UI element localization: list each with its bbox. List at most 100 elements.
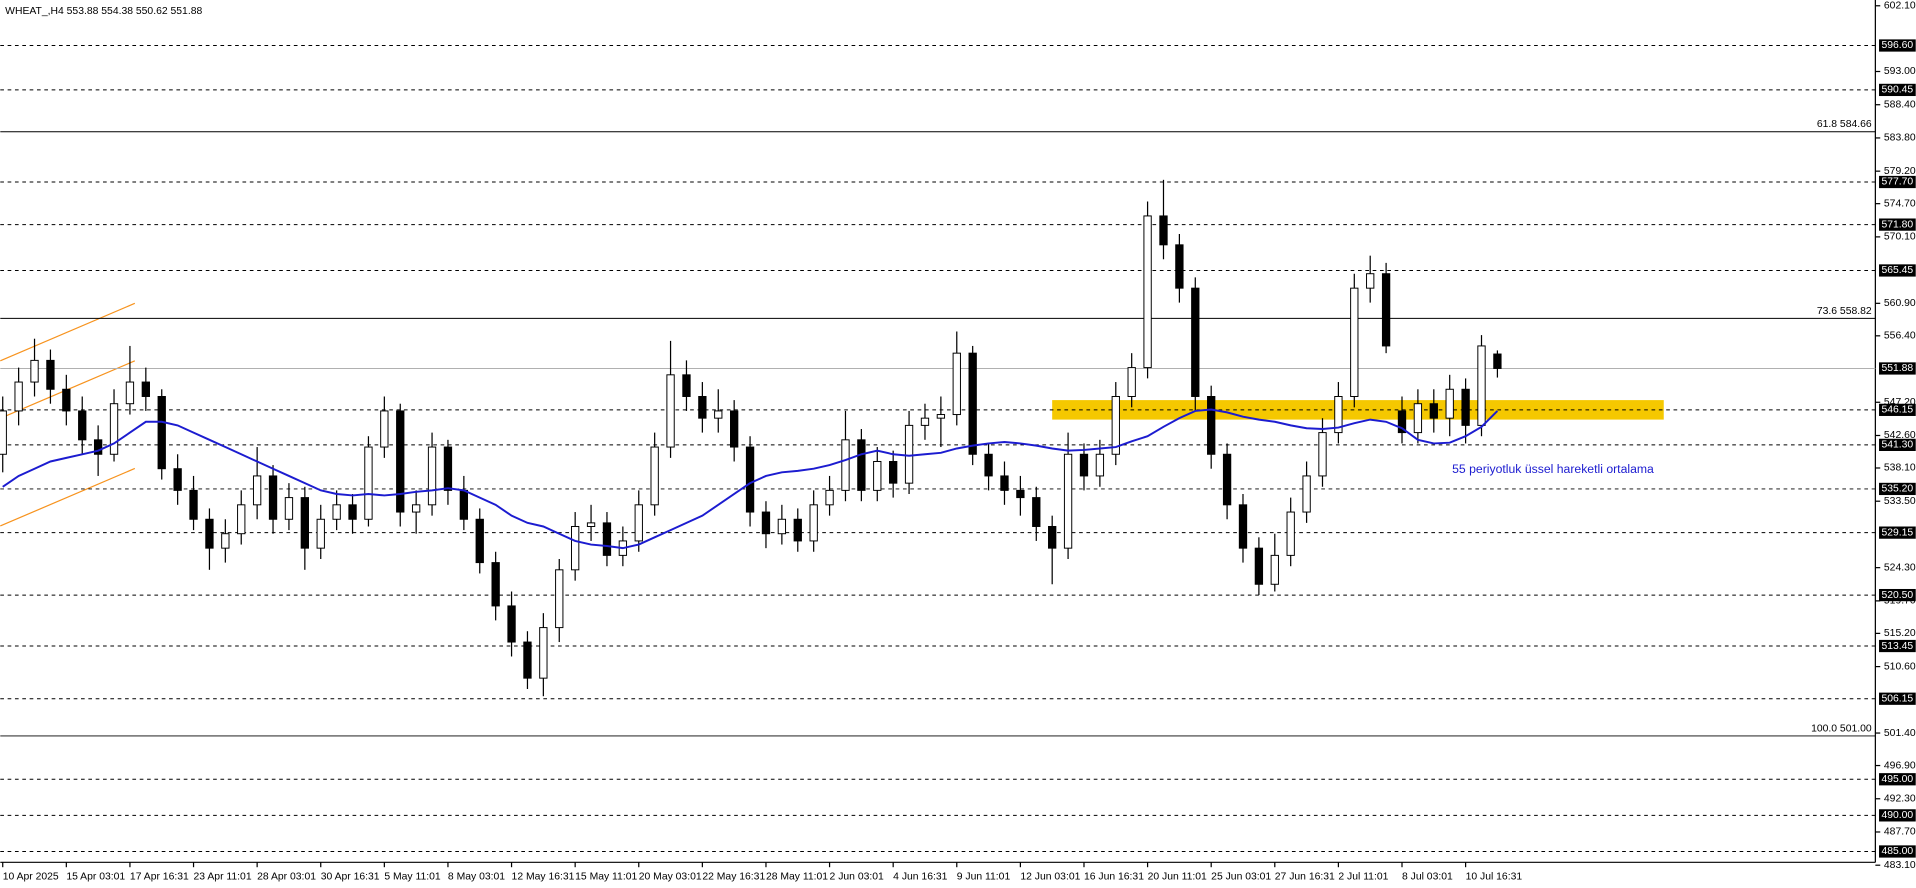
x-tick-label: 10 Jul 16:31	[1466, 872, 1523, 883]
candle-body	[1413, 403, 1423, 434]
candle-body	[1493, 353, 1502, 369]
x-tick-label: 17 Apr 16:31	[130, 872, 189, 883]
candle-body	[30, 359, 39, 383]
candle-body	[252, 475, 262, 506]
candle-body	[1095, 453, 1105, 477]
y-tick-label: 487.70	[1884, 827, 1916, 838]
candle-body	[1318, 432, 1327, 477]
x-tick-label: 27 Jun 16:31	[1275, 872, 1335, 883]
x-tick-label: 9 Jun 11:01	[957, 872, 1011, 883]
level-label: 535.20	[1881, 484, 1913, 495]
candle-body	[666, 374, 675, 448]
y-tick-label: 533.50	[1884, 496, 1916, 507]
level-box	[1879, 526, 1916, 539]
level-label: 546.15	[1881, 405, 1913, 416]
candle-body	[427, 446, 437, 506]
level-label: 490.00	[1881, 810, 1913, 821]
candle-body	[920, 417, 930, 426]
candle-body	[109, 403, 119, 455]
candle-body	[1381, 273, 1391, 347]
candle-body	[1350, 287, 1359, 397]
candle-body	[459, 489, 469, 520]
candle-body	[221, 533, 230, 549]
fib-label: 61.8 584.66	[1817, 119, 1872, 130]
fib-label: 73.6 558.82	[1817, 306, 1872, 317]
level-box	[1879, 692, 1916, 705]
level-box	[1879, 39, 1916, 52]
candle-body	[300, 497, 310, 549]
candle-body	[1397, 410, 1407, 434]
candle-body	[93, 439, 103, 455]
candle-body	[1127, 367, 1136, 397]
x-tick-label: 20 Jun 11:01	[1148, 872, 1207, 883]
candle-body	[555, 569, 564, 629]
last-price-label: 551.88	[1881, 363, 1913, 374]
y-tick-label: 538.10	[1884, 463, 1916, 474]
x-tick-label: 16 Jun 16:31	[1084, 872, 1144, 883]
candle-body	[348, 504, 357, 520]
level-label: 506.15	[1881, 693, 1913, 704]
candle-body	[1207, 396, 1216, 455]
candle-body	[1302, 475, 1311, 513]
candle-body	[157, 396, 166, 470]
candle-body	[491, 562, 500, 607]
level-label: 590.45	[1881, 85, 1913, 96]
candle-body	[1063, 453, 1073, 549]
level-label: 529.15	[1881, 527, 1913, 538]
candle-body	[730, 410, 739, 448]
candle-body	[523, 641, 532, 679]
candle-body	[952, 352, 961, 416]
y-tick-label: 542.60	[1884, 430, 1916, 441]
level-box	[1879, 83, 1916, 97]
level-label: 565.45	[1881, 265, 1913, 276]
last-price-box	[1879, 362, 1916, 375]
y-tick-label: 574.70	[1884, 198, 1916, 209]
candle-body	[761, 511, 771, 535]
candle-body	[1175, 244, 1184, 289]
candle-body	[316, 518, 325, 549]
candle-body	[507, 605, 516, 643]
candle-body	[268, 475, 278, 520]
candle-body	[809, 504, 818, 542]
y-tick-label: 602.10	[1884, 1, 1916, 12]
candle-body	[14, 381, 23, 412]
x-tick-label: 15 May 11:01	[575, 872, 637, 883]
candle-body	[857, 439, 866, 491]
level-box	[1879, 639, 1916, 653]
candle-body	[1032, 497, 1041, 527]
level-label: 596.60	[1881, 40, 1913, 51]
candle-body	[1334, 396, 1343, 434]
x-tick-label: 25 Jun 03:01	[1211, 872, 1271, 883]
candle-body	[602, 522, 612, 556]
y-tick-label: 510.60	[1884, 661, 1916, 672]
level-box	[1879, 809, 1916, 822]
candle-body	[745, 446, 755, 513]
candle-body	[189, 489, 198, 520]
candle-body	[411, 504, 421, 513]
candle-body	[841, 439, 850, 491]
channel-line	[0, 302, 136, 362]
x-tick-label: 8 May 03:01	[448, 872, 505, 883]
chart-title: WHEAT_,H4 553.88 554.38 550.62 551.88	[5, 6, 202, 17]
level-label: 513.45	[1881, 641, 1913, 652]
candle-body	[570, 525, 580, 571]
candle-body	[0, 410, 7, 455]
y-tick-label: 556.40	[1884, 331, 1916, 342]
candle-body	[62, 388, 71, 412]
x-tick-label: 12 May 16:31	[512, 872, 575, 883]
candle-body	[889, 461, 898, 484]
candle-body	[1191, 287, 1200, 397]
y-tick-label: 560.90	[1884, 298, 1916, 309]
level-box	[1879, 403, 1916, 416]
candle-body	[1270, 554, 1279, 585]
level-box	[1879, 588, 1916, 602]
level-label: 495.00	[1881, 774, 1913, 785]
candle-body	[173, 468, 182, 491]
fib-label: 100.0 501.00	[1811, 723, 1872, 734]
y-tick-label: 570.10	[1884, 232, 1916, 243]
candle-body	[78, 410, 87, 441]
candle-body	[125, 381, 135, 405]
candle-body	[1238, 504, 1248, 549]
level-box	[1879, 438, 1916, 451]
